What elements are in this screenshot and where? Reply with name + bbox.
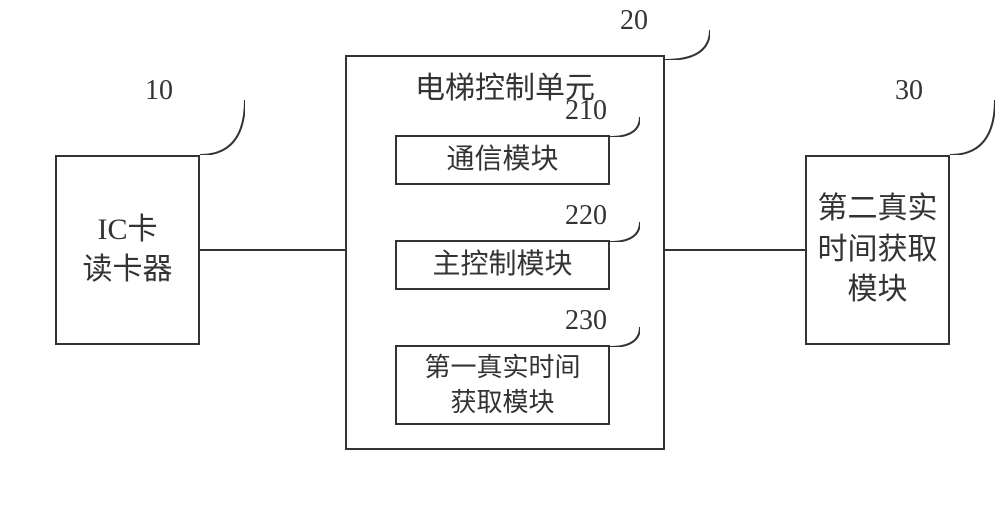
- node-label-line-2: 时间获取: [818, 233, 938, 266]
- bracket-20: [665, 30, 710, 60]
- node-label: 第二真实 时间获取 模块: [818, 189, 938, 311]
- node-label-line-1: 第一真实时间: [424, 353, 580, 382]
- node-label-line-2: 获取模块: [450, 388, 554, 417]
- node-id-10: 10: [145, 75, 173, 107]
- node-label: IC卡 读卡器: [83, 210, 173, 291]
- node-label: 通信模块: [446, 141, 558, 179]
- node-id-30: 30: [895, 75, 923, 107]
- node-main-control-module: 主控制模块: [395, 240, 610, 290]
- node-first-real-time-module: 第一真实时间 获取模块: [395, 345, 610, 425]
- diagram-canvas: IC卡 读卡器 10 电梯控制单元 20 通信模块 210 主控制模块 220 …: [0, 0, 1000, 509]
- bracket-30: [950, 100, 995, 155]
- node-comm-module: 通信模块: [395, 135, 610, 185]
- node-label: 第一真实时间 获取模块: [424, 350, 580, 420]
- edge-10-20: [200, 249, 345, 251]
- node-second-real-time-module: 第二真实 时间获取 模块: [805, 155, 950, 345]
- edge-20-30: [665, 249, 805, 251]
- node-label-line-3: 模块: [848, 273, 908, 306]
- bracket-10: [200, 100, 245, 155]
- node-id-20: 20: [620, 5, 648, 37]
- node-ic-card-reader: IC卡 读卡器: [55, 155, 200, 345]
- node-label-line-1: IC卡: [98, 213, 158, 246]
- node-id-210: 210: [565, 95, 607, 127]
- node-id-230: 230: [565, 305, 607, 337]
- node-label: 主控制模块: [432, 246, 572, 284]
- node-label-line-1: 第二真实: [818, 192, 938, 225]
- node-id-220: 220: [565, 200, 607, 232]
- node-label-line-2: 读卡器: [83, 253, 173, 286]
